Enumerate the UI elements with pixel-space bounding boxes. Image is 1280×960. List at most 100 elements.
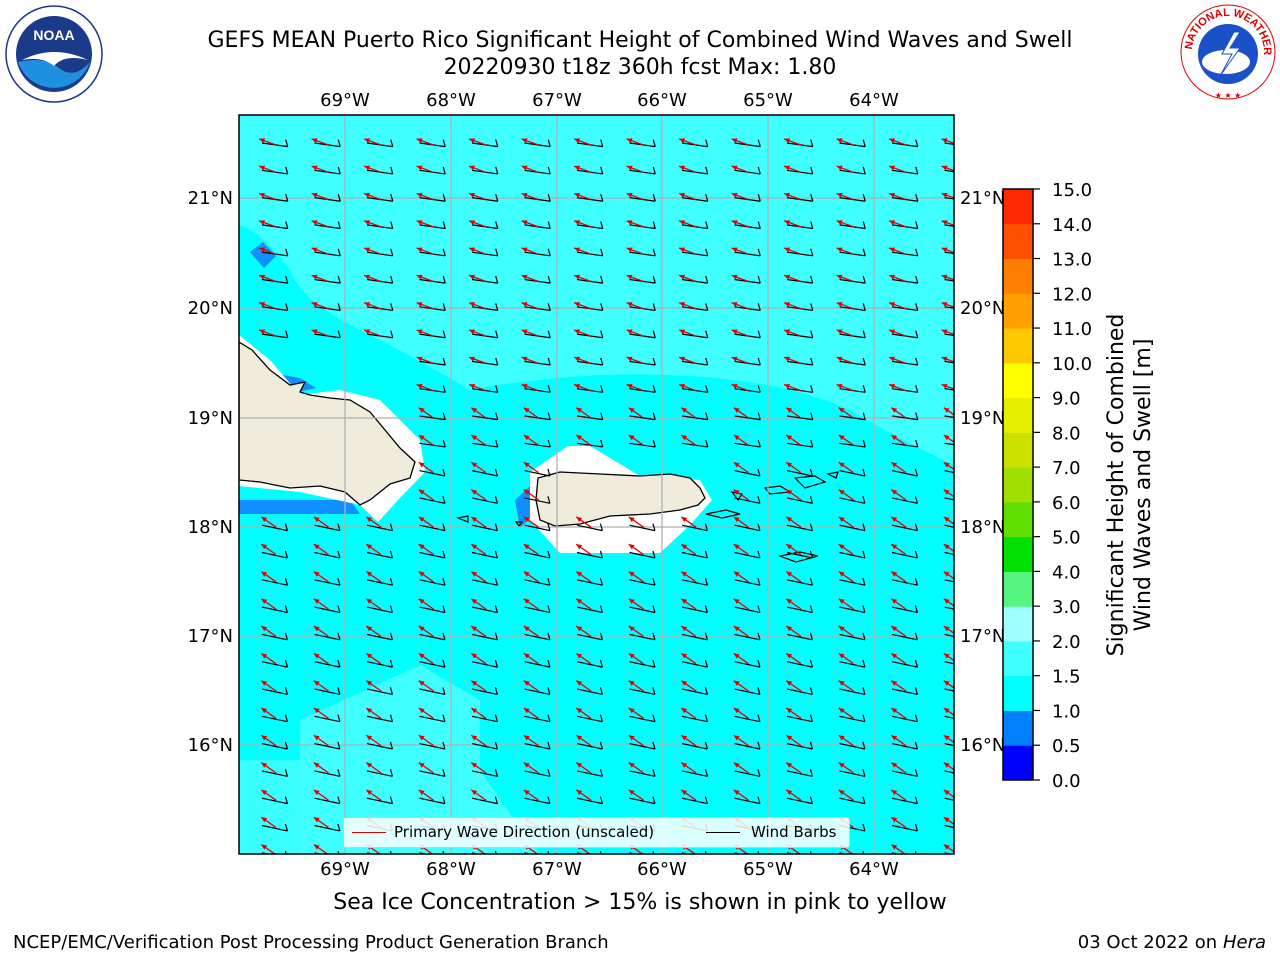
wind-barb-flag <box>914 632 919 640</box>
wave-direction-arrowhead <box>891 762 898 768</box>
wave-direction-arrowhead <box>786 789 793 796</box>
wave-direction-arrowhead <box>576 516 583 523</box>
wave-direction-arrowhead <box>416 165 423 171</box>
wave-direction-arrowhead <box>681 571 688 577</box>
wind-barb <box>524 497 551 504</box>
wind-barb-flag <box>495 166 499 175</box>
wind-barb <box>576 797 603 805</box>
colorbar-segment <box>1003 432 1033 468</box>
wave-direction-arrowhead <box>889 165 896 171</box>
wind-barb <box>524 470 551 477</box>
wave-direction-arrowhead <box>469 302 476 307</box>
wave-direction-arrowhead <box>521 220 528 226</box>
wind-barb-flag <box>442 194 446 202</box>
wave-direction-arrowhead <box>731 165 738 171</box>
wave-direction-arrowhead <box>889 356 896 362</box>
wind-barb <box>314 715 341 723</box>
wind-barb-flag <box>809 523 814 531</box>
wind-barb <box>471 633 498 641</box>
wind-barb <box>944 306 954 309</box>
wind-barb-flag <box>968 440 970 447</box>
wind-barb-flag <box>704 578 709 586</box>
wave-direction-arrowhead <box>311 302 318 307</box>
wave-direction-arrowhead <box>836 165 843 171</box>
wave-direction-arrowhead <box>574 329 581 335</box>
wind-barb-flag <box>547 330 551 338</box>
wind-barb <box>524 579 551 586</box>
wave-direction-arrowhead <box>679 356 686 362</box>
wind-barb-flag <box>495 139 499 147</box>
wind-barb-flag <box>284 714 289 722</box>
wind-barb-flag <box>495 221 499 229</box>
colorbar-label-line1: Significant Height of Combined <box>1104 314 1129 657</box>
wind-barb-flag <box>285 139 289 147</box>
wave-direction-arrowhead <box>786 462 793 468</box>
wind-barb <box>734 606 761 614</box>
wind-barb <box>471 470 498 477</box>
wind-barb-flag <box>600 166 604 175</box>
wave-direction-arrowhead <box>311 329 318 335</box>
lon-label-top: 66°W <box>637 90 687 111</box>
footer-machine: Hera <box>1222 932 1266 953</box>
wave-direction-arrowhead <box>943 789 950 796</box>
wind-barb <box>524 688 551 695</box>
colorbar-segment <box>1003 710 1033 746</box>
island-anegada <box>826 471 839 479</box>
wave-direction-arrowhead <box>784 356 791 362</box>
wind-barb-flag <box>862 796 866 804</box>
wave-direction-arrowhead <box>733 789 740 796</box>
wave-direction-arrowhead <box>836 274 843 280</box>
wave-direction-arrowhead <box>681 407 688 413</box>
wave-direction-arrowhead <box>943 544 950 550</box>
wind-barb <box>419 633 446 641</box>
wind-barb-flag <box>547 796 551 804</box>
wind-barb-flag <box>809 605 814 613</box>
wind-barb-flag <box>494 632 499 640</box>
wind-barb <box>839 606 866 614</box>
colorbar-tick-label: 11.0 <box>1052 319 1092 340</box>
wave-direction-arrowhead <box>891 571 898 577</box>
wind-barb-flag <box>809 741 814 750</box>
wind-barb-flag <box>862 851 865 854</box>
wave-direction-arrowhead <box>838 516 845 523</box>
wind-barb-flag <box>810 439 814 448</box>
wave-direction-arrowhead <box>261 735 268 741</box>
wave-direction-arrowhead <box>784 274 791 280</box>
wind-barb-flag <box>337 769 341 777</box>
wind-barb-flag <box>284 769 289 777</box>
wind-barb <box>839 470 866 477</box>
wave-direction-arrowhead <box>576 762 583 768</box>
wind-barb <box>471 606 498 614</box>
wave-direction-arrowhead <box>784 302 791 307</box>
colorbar <box>1003 189 1033 781</box>
wind-barb-flag <box>284 550 289 559</box>
wind-barb <box>629 633 656 641</box>
wind-barb <box>629 661 656 668</box>
wave-direction-arrowhead <box>523 735 530 741</box>
wave-direction-arrowhead <box>576 680 583 686</box>
wind-barb <box>839 770 866 777</box>
wave-direction-arrowhead <box>416 138 423 144</box>
wind-barb-flag <box>652 523 656 531</box>
wind-barb <box>419 688 446 695</box>
wind-barb-flag <box>389 605 394 613</box>
wind-barb <box>471 661 498 668</box>
wind-barb-flag <box>757 303 761 311</box>
wind-barb <box>839 579 866 586</box>
wind-barb-flag <box>652 412 656 420</box>
wind-barb-flag <box>547 769 551 777</box>
wind-barb-flag <box>914 796 919 804</box>
wave-direction-arrowhead <box>313 626 320 632</box>
wave-direction-arrowhead <box>418 571 425 577</box>
wind-barb <box>366 770 393 777</box>
wind-barb-flag <box>652 605 656 613</box>
wind-barb-flag <box>915 412 919 420</box>
wave-direction-arrowhead <box>943 735 950 741</box>
wind-barb-flag <box>442 796 446 804</box>
wind-barb-flag <box>547 496 551 504</box>
wave-direction-arrowhead <box>941 356 948 362</box>
wind-barb-flag <box>390 166 394 175</box>
wave-direction-arrowhead <box>681 653 688 659</box>
wave-direction-arrowhead <box>786 626 793 632</box>
wind-barb-flag <box>757 194 761 202</box>
